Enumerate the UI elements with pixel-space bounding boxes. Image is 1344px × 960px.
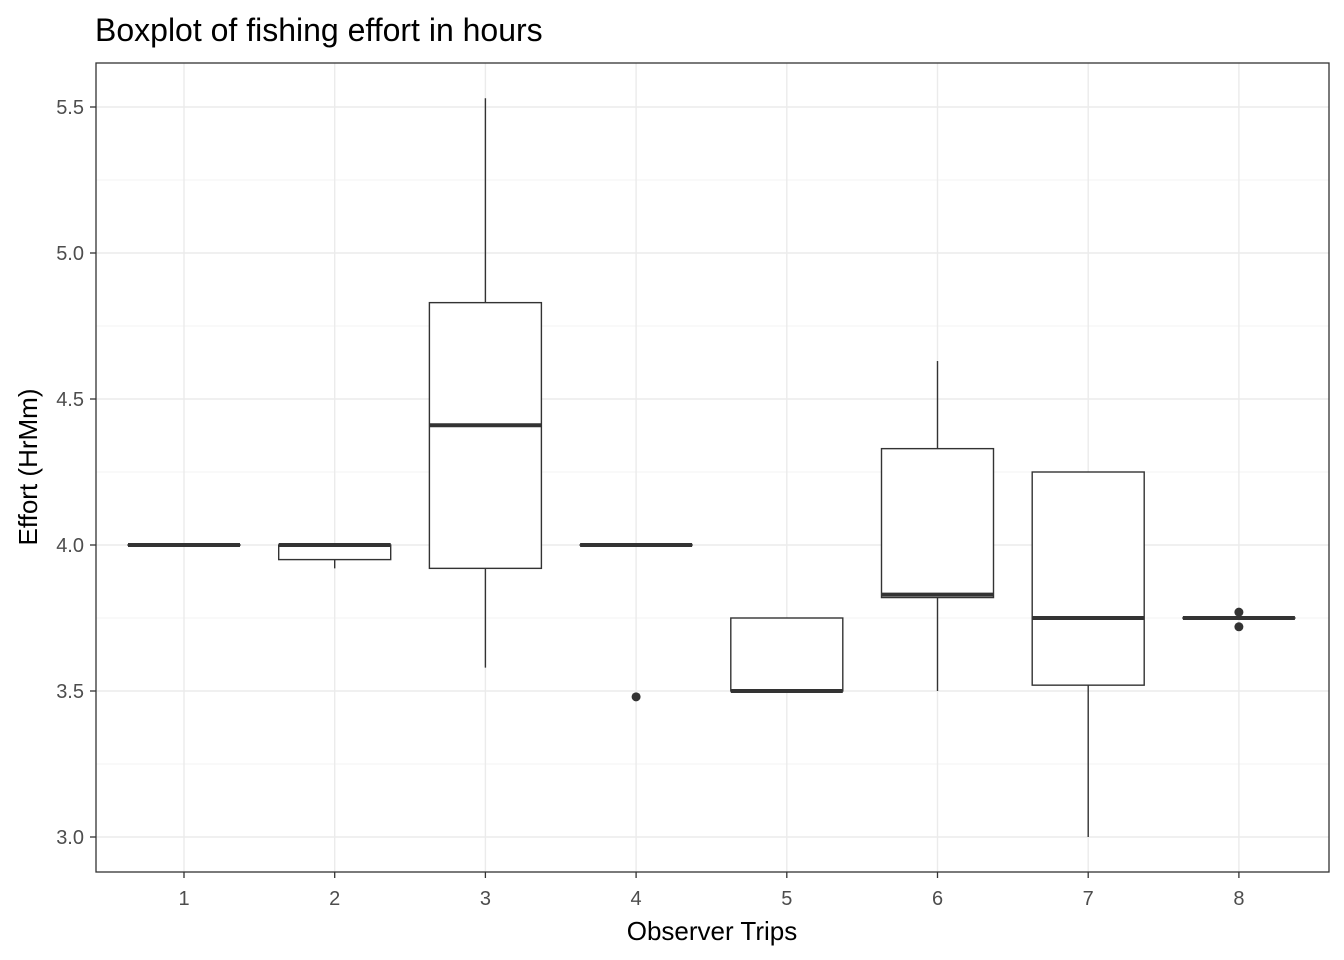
box-iqr (730, 617, 844, 692)
box-trip-7 (1031, 471, 1145, 837)
x-tick-label: 2 (329, 888, 340, 910)
y-tick-label: 4.0 (56, 535, 84, 557)
y-axis-title: Effort (HrMm) (13, 389, 43, 546)
x-tick-label: 6 (932, 888, 943, 910)
outlier-point (1234, 607, 1244, 617)
boxplot-series (127, 98, 1296, 837)
y-tick-label: 3.0 (56, 827, 84, 849)
outlier-point (631, 692, 641, 702)
y-tick-labels: 3.0 3.5 4.0 4.5 5.0 5.5 (56, 97, 84, 849)
box-iqr (880, 447, 995, 599)
y-tick-label: 5.0 (56, 243, 84, 265)
x-tick-labels: 1 2 3 4 5 6 7 8 (178, 888, 1244, 910)
box-iqr (1031, 471, 1145, 686)
y-tick-label: 3.5 (56, 681, 84, 703)
outlier-point (1234, 622, 1244, 632)
box-trip-8 (1182, 607, 1296, 632)
box-trip-4 (579, 543, 693, 702)
box-trip-5 (730, 617, 844, 693)
box-trip-6 (880, 361, 995, 691)
y-tick-label: 4.5 (56, 389, 84, 411)
box-trip-3 (428, 98, 543, 668)
box-trip-2 (278, 543, 392, 569)
x-tick-label: 5 (781, 888, 792, 910)
panel-border (95, 62, 1330, 873)
x-axis-title: Observer Trips (627, 916, 798, 946)
chart-title: Boxplot of fishing effort in hours (95, 12, 543, 48)
box-iqr (278, 544, 392, 561)
major-gridlines (96, 63, 1329, 872)
x-tick-label: 4 (631, 888, 642, 910)
y-tick-label: 5.5 (56, 97, 84, 119)
x-tick-label: 7 (1083, 888, 1094, 910)
x-tick-label: 3 (480, 888, 491, 910)
x-tick-label: 1 (178, 888, 189, 910)
x-tick-label: 8 (1233, 888, 1244, 910)
axis-ticks (90, 106, 1240, 878)
box-iqr (428, 301, 543, 570)
